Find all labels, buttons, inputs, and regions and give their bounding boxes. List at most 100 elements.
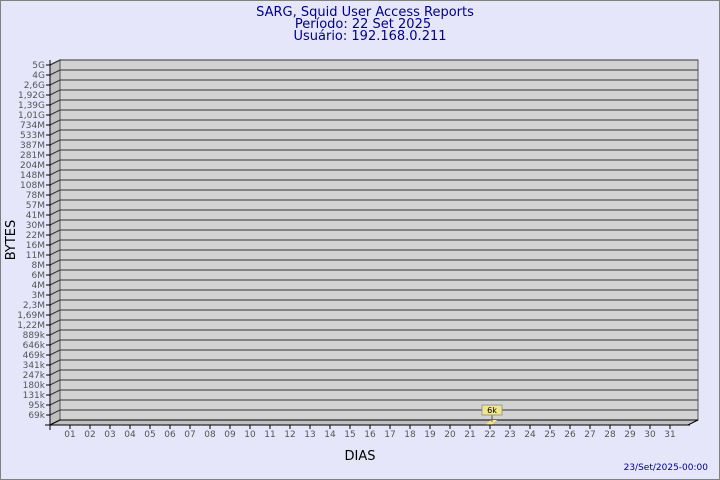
grid-diag (49, 339, 61, 346)
y-tick-label: 57M (26, 201, 45, 211)
x-tick-label: 22 (484, 430, 495, 440)
x-tick-label: 24 (524, 430, 536, 440)
y-tick-label: 41M (26, 211, 45, 221)
grid-diag (49, 209, 61, 216)
grid-diag (49, 309, 61, 316)
x-tick-label: 28 (604, 430, 616, 440)
bar-label-box (481, 404, 503, 416)
y-tick-label: 69k (28, 411, 45, 421)
grid-diag (49, 99, 61, 106)
y-tick-label: 281M (20, 151, 45, 161)
x-tick-label: 10 (244, 430, 256, 440)
x-tick-label: 14 (324, 430, 336, 440)
grid-diag (49, 149, 61, 156)
y-tick-label: 1,22M (17, 321, 45, 331)
grid-diag (49, 239, 61, 246)
y-tick-label: 22M (26, 231, 45, 241)
grid-diag (49, 409, 61, 416)
y-tick-label: 16M (26, 241, 45, 251)
y-tick-label: 4M (32, 281, 46, 291)
y-tick-label: 533M (20, 131, 45, 141)
grid-diag (49, 169, 61, 176)
x-tick-label: 26 (564, 430, 576, 440)
chart-user: Usuário: 192.168.0.211 (293, 29, 446, 44)
x-tick-label: 17 (384, 430, 395, 440)
x-tick-label: 12 (284, 430, 295, 440)
y-tick-label: 5G (32, 61, 45, 71)
x-tick-label: 15 (344, 430, 355, 440)
x-axis-label: DIAS (345, 449, 376, 464)
grid-diag (49, 119, 61, 126)
grid-diag (49, 379, 61, 386)
x-tick-label: 06 (164, 430, 176, 440)
y-tick-label: 1,92G (18, 91, 45, 101)
y-tick-label: 1,39G (18, 101, 45, 111)
x-tick-label: 29 (624, 430, 636, 440)
grid-diag (49, 109, 61, 116)
grid-diag (49, 249, 61, 256)
x-tick-label: 01 (64, 430, 75, 440)
x-tick-label: 05 (144, 430, 155, 440)
grid-diag (49, 259, 61, 266)
grid-diag (49, 129, 61, 136)
grid-diag (49, 139, 61, 146)
bar (485, 420, 497, 425)
y-tick-label: 341k (23, 361, 46, 371)
grid-diag (49, 369, 61, 376)
x-tick-label: 20 (444, 430, 456, 440)
grid-diag (49, 289, 61, 296)
floor (49, 419, 699, 426)
x-tick-label: 08 (204, 430, 216, 440)
y-tick-label: 108M (20, 181, 45, 191)
x-tick-label: 07 (184, 430, 195, 440)
x-tick-label: 02 (84, 430, 95, 440)
grid-diag (49, 189, 61, 196)
grid-diag (49, 79, 61, 86)
grid-diag (49, 219, 61, 226)
x-tick-label: 18 (404, 430, 416, 440)
x-tick-label: 30 (644, 430, 656, 440)
x-tick-label: 16 (364, 430, 376, 440)
grid-diag (49, 179, 61, 186)
y-tick-label: 469k (23, 351, 46, 361)
y-tick-label: 1,01G (18, 111, 45, 121)
grid-diag (49, 349, 61, 356)
grid-diag (49, 269, 61, 276)
x-tick-label: 21 (464, 430, 475, 440)
y-tick-label: 78M (26, 191, 45, 201)
x-tick-label: 03 (104, 430, 115, 440)
grid-diag (49, 329, 61, 336)
grid-diag (49, 299, 61, 306)
grid-diag (49, 399, 61, 406)
x-tick-label: 13 (304, 430, 315, 440)
y-tick-label: 1,69M (17, 311, 45, 321)
y-tick-label: 204M (20, 161, 45, 171)
y-tick-label: 8M (32, 261, 46, 271)
chart-title: SARG, Squid User Access Reports (256, 5, 474, 20)
grid-diag (49, 89, 61, 96)
y-axis-label: BYTES (4, 220, 19, 261)
y-tick-label: 2,3M (23, 301, 45, 311)
grid-diag (49, 69, 61, 76)
bar-label: 6k (487, 406, 497, 415)
footer-timestamp: 23/Set/2025-00:00 (624, 463, 709, 473)
grid-diag (49, 359, 61, 366)
y-tick-label: 95k (28, 401, 45, 411)
x-tick-label: 11 (264, 430, 275, 440)
x-tick-label: 27 (584, 430, 595, 440)
grid-diag (49, 319, 61, 326)
y-tick-label: 148M (20, 171, 45, 181)
grid-diag (49, 389, 61, 396)
y-tick-label: 889k (23, 331, 46, 341)
y-tick-label: 131k (23, 391, 46, 401)
grid-diag (49, 279, 61, 286)
y-tick-label: 247k (23, 371, 46, 381)
grid-diag (49, 159, 61, 166)
grid-diag (49, 59, 61, 66)
grid-diag (49, 229, 61, 236)
y-tick-label: 734M (20, 121, 45, 131)
grid-diag (49, 199, 61, 206)
y-tick-label: 3M (32, 291, 46, 301)
x-tick-label: 04 (124, 430, 136, 440)
